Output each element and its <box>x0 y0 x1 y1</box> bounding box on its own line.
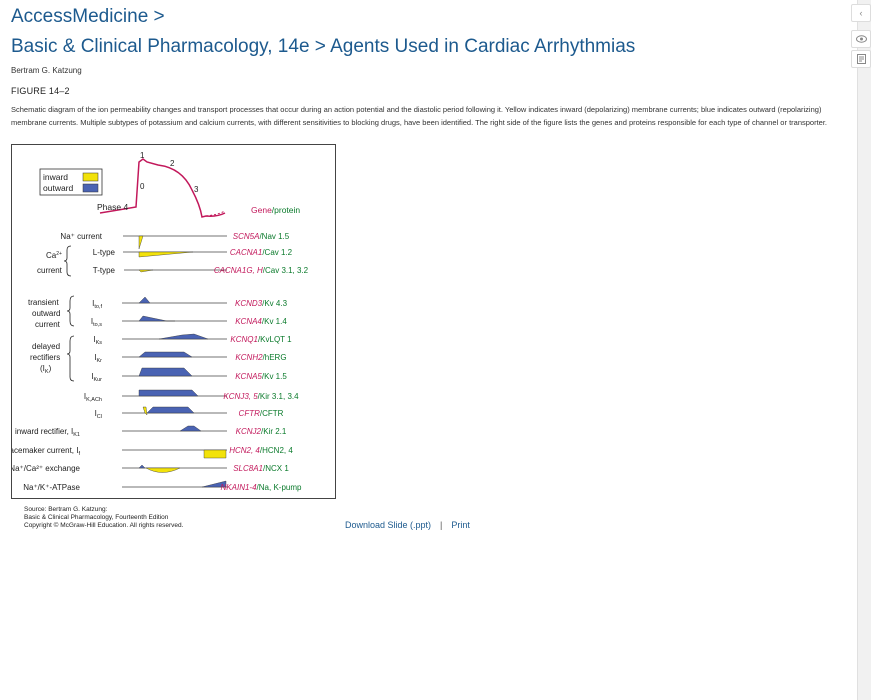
gene-protein-header: Gene/protein <box>251 205 300 215</box>
source-line-2: Basic & Clinical Pharmacology, Fourteent… <box>24 514 169 521</box>
current-shape <box>138 269 154 273</box>
delayed-brace <box>66 335 75 382</box>
current-shape <box>138 315 175 322</box>
download-slide-link[interactable]: Download Slide (.ppt) <box>345 520 432 530</box>
notes-icon <box>856 54 866 64</box>
figure-links: Download Slide (.ppt) | Print <box>345 520 470 530</box>
row-label: IK,ACh <box>84 392 102 403</box>
row-label: IKs <box>93 335 102 346</box>
scrollbar[interactable] <box>857 0 871 700</box>
row-label: Ito,s <box>91 317 102 328</box>
phase-1-label: 1 <box>140 151 145 160</box>
gene-protein-label: HCN2, 4/HCN2, 4 <box>229 446 293 455</box>
row-label: Na⁺/K⁺-ATPase <box>23 483 80 492</box>
action-potential-diagram: inward outward Phase 4 0 1 2 3 Gene/prot… <box>12 151 309 492</box>
current-shape <box>203 449 227 459</box>
gene-protein-label: SLC8A1/NCX 1 <box>233 464 289 473</box>
view-button[interactable] <box>851 30 871 48</box>
legend-outward-label: outward <box>43 183 74 193</box>
gene-protein-label: KCND3/Kv 4.3 <box>235 299 288 308</box>
action-potential-curve <box>99 158 226 218</box>
legend-inward-swatch <box>82 172 99 182</box>
gene-protein-label: KCNA4/Kv 1.4 <box>235 317 287 326</box>
current-shape <box>138 351 193 358</box>
delayed-label: delayed <box>32 342 60 351</box>
collapse-button[interactable]: ‹ <box>851 4 871 22</box>
row-label: L-type <box>93 248 116 257</box>
gene-protein-label: SCN5A/Nav 1.5 <box>233 232 290 241</box>
current-shape <box>179 425 202 432</box>
gene-protein-label: KCNQ1/KvLQT 1 <box>230 335 292 344</box>
gene-protein-label: KCNA5/Kv 1.5 <box>235 372 287 381</box>
notes-button[interactable] <box>851 50 871 68</box>
ca-current-label: Ca2+ <box>46 251 62 260</box>
source-line-1: Source: Bertram G. Katzung: <box>24 506 108 513</box>
gene-protein-label: CACNA1G, H/Cav 3.1, 3.2 <box>214 266 309 275</box>
gene-protein-label: KCNH2/hERG <box>235 353 286 362</box>
current-shape <box>138 367 193 377</box>
print-link[interactable]: Print <box>451 520 470 530</box>
link-separator: | <box>440 520 443 530</box>
gene-protein-label: CACNA1/Cav 1.2 <box>230 248 293 257</box>
rectifiers-label: rectifiers <box>30 353 60 362</box>
phase-0-label: 0 <box>140 182 145 191</box>
row-label: ICl <box>95 409 102 420</box>
current-shape <box>138 235 144 250</box>
current-shape <box>138 251 194 258</box>
row-label: Na⁺ current <box>60 232 102 241</box>
phase-3-label: 3 <box>194 185 199 194</box>
current-shape <box>145 467 181 473</box>
row-label: IKur <box>91 372 102 383</box>
legend-inward-label: inward <box>43 172 68 182</box>
chevron-left-icon: ‹ <box>859 8 863 18</box>
phase-4-label: Phase 4 <box>97 202 128 212</box>
figure-caption: Schematic diagram of the ion permeabilit… <box>11 105 827 127</box>
row-label: Na⁺/Ca²⁺ exchange <box>12 464 81 473</box>
phase-2-label: 2 <box>170 159 175 168</box>
current-shape <box>146 406 195 414</box>
transient-brace <box>66 295 75 327</box>
current-rows: Na⁺ current SCN5A/Nav 1.5 L-type CACNA1/Cav… <box>12 232 309 492</box>
gene-protein-label: NKAIN1-4/Na, K-pump <box>221 483 302 492</box>
current-label: current <box>35 320 61 329</box>
row-label: inward rectifier, IK1 <box>15 427 80 438</box>
figure-image[interactable]: inward outward Phase 4 0 1 2 3 Gene/prot… <box>11 144 336 499</box>
ca-brace <box>63 245 72 277</box>
gene-protein-label: KCNJ2/Kir 2.1 <box>236 427 287 436</box>
figure-source: Source: Bertram G. Katzung: Basic & Clin… <box>24 506 183 530</box>
current-shape <box>201 480 227 488</box>
row-label: pacemaker current, If <box>12 446 80 457</box>
current-shape <box>142 406 148 416</box>
transient-label: transient <box>28 298 59 307</box>
page-title[interactable]: Basic & Clinical Pharmacology, 14e > Age… <box>11 36 636 57</box>
row-label: Ito,f <box>92 299 102 310</box>
current-shape <box>138 464 146 469</box>
eye-icon <box>855 35 867 43</box>
source-line-3: Copyright © McGraw-Hill Education. All r… <box>24 522 184 529</box>
legend-outward-swatch <box>82 183 99 193</box>
author: Bertram G. Katzung <box>11 66 82 75</box>
outward-label: outward <box>32 309 60 318</box>
gene-protein-label: CFTR/CFTR <box>239 409 284 418</box>
breadcrumb[interactable]: AccessMedicine > <box>11 6 165 27</box>
ik-label: (IK) <box>40 364 52 375</box>
figure-label: FIGURE 14–2 <box>11 86 70 96</box>
row-label: T-type <box>93 266 116 275</box>
current-shape <box>158 333 209 340</box>
gene-protein-label: KCNJ3, 5/Kir 3.1, 3.4 <box>223 392 299 401</box>
ca-current-word: current <box>37 266 63 275</box>
row-label: IKr <box>94 353 102 364</box>
current-shape <box>138 389 199 397</box>
current-shape <box>138 296 151 304</box>
diastolic-dashed <box>205 210 226 217</box>
